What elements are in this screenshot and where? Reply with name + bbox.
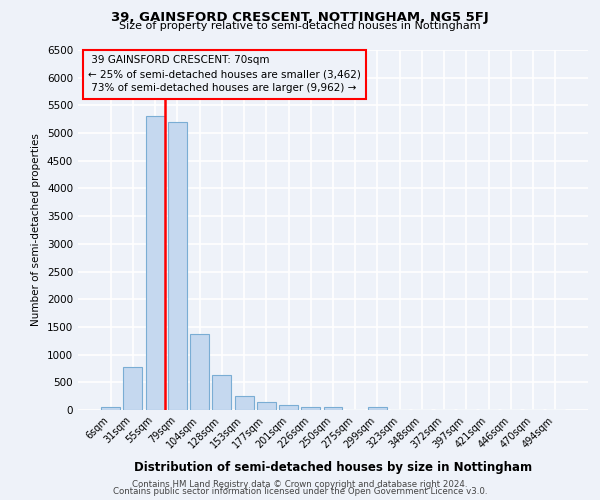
Text: Size of property relative to semi-detached houses in Nottingham: Size of property relative to semi-detach… [119, 21, 481, 31]
Text: 39, GAINSFORD CRESCENT, NOTTINGHAM, NG5 5FJ: 39, GAINSFORD CRESCENT, NOTTINGHAM, NG5 … [111, 11, 489, 24]
Bar [124, 368, 142, 410]
Bar [101, 407, 120, 410]
Bar [190, 334, 209, 410]
Bar [257, 402, 276, 410]
Text: 39 GAINSFORD CRESCENT: 70sqm
← 25% of semi-detached houses are smaller (3,462)
 : 39 GAINSFORD CRESCENT: 70sqm ← 25% of se… [88, 56, 361, 94]
Y-axis label: Number of semi-detached properties: Number of semi-detached properties [31, 134, 41, 326]
Bar [323, 407, 343, 410]
Text: Contains HM Land Registry data © Crown copyright and database right 2024.: Contains HM Land Registry data © Crown c… [132, 480, 468, 489]
Bar [301, 406, 320, 410]
Bar [212, 376, 231, 410]
Text: Contains public sector information licensed under the Open Government Licence v3: Contains public sector information licen… [113, 487, 487, 496]
Bar [235, 396, 254, 410]
X-axis label: Distribution of semi-detached houses by size in Nottingham: Distribution of semi-detached houses by … [134, 461, 532, 474]
Bar [168, 122, 187, 410]
Bar [146, 116, 164, 410]
Bar [279, 406, 298, 410]
Bar [368, 406, 387, 410]
